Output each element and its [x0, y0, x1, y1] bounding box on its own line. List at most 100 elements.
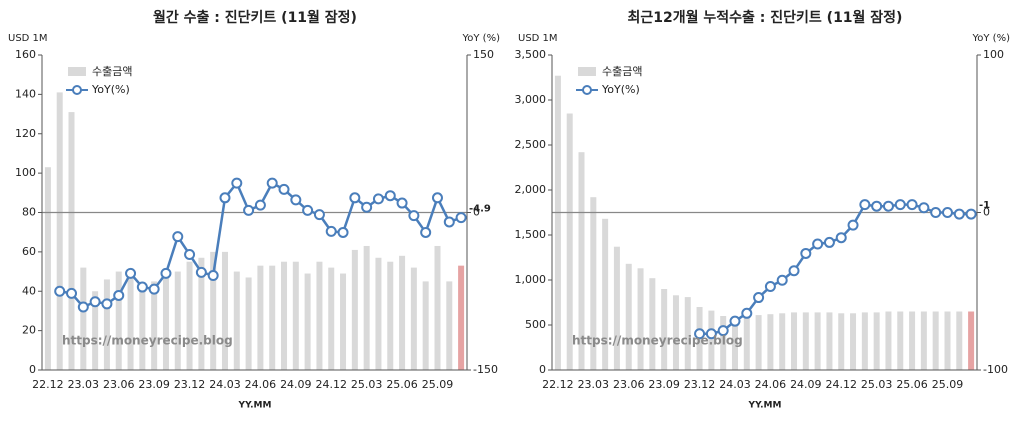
legend-marker: [582, 85, 592, 95]
x-tick-label: 24.12: [825, 378, 857, 391]
y-tick-label: 2,000: [515, 183, 547, 196]
bar: [115, 271, 122, 370]
bar: [56, 92, 63, 370]
yoy-point: [953, 208, 965, 220]
y-tick-label: 0: [29, 363, 36, 376]
yoy-point: [219, 192, 231, 204]
bar: [661, 289, 668, 370]
yoy-point: [420, 226, 432, 238]
x-axis-title: YY.MM: [748, 401, 782, 411]
bar: [269, 265, 276, 370]
y2-tick-label: 0: [473, 206, 480, 219]
bar: [245, 277, 252, 370]
yoy-point: [753, 292, 765, 304]
x-tick-label: 24.12: [315, 378, 347, 391]
bar: [221, 251, 228, 370]
bar: [602, 218, 609, 370]
bar: [672, 295, 679, 370]
yoy-point: [835, 232, 847, 244]
y-tick-label: 20: [22, 324, 36, 337]
yoy-point: [66, 287, 78, 299]
bar: [814, 312, 821, 370]
y2-tick-label: 0: [983, 206, 990, 219]
yoy-point: [443, 216, 455, 228]
bar: [446, 281, 453, 370]
yoy-point: [231, 177, 243, 189]
bar: [791, 312, 798, 370]
x-tick-label: 23.09: [648, 378, 680, 391]
x-tick-label: 25.06: [896, 378, 928, 391]
bar: [363, 245, 370, 370]
yoy-point: [313, 209, 325, 221]
bar: [885, 311, 892, 370]
x-axis-title: YY.MM: [238, 401, 272, 411]
yoy-point: [882, 200, 894, 212]
x-tick-label: 25.09: [422, 378, 454, 391]
bar: [590, 197, 597, 370]
bar: [613, 246, 620, 370]
x-tick-label: 23.09: [138, 378, 170, 391]
bar: [399, 255, 406, 370]
bar: [92, 291, 99, 370]
bar: [802, 312, 809, 370]
bar: [186, 261, 193, 370]
y-tick-label: 120: [15, 127, 36, 140]
bar: [554, 75, 561, 370]
yoy-point: [859, 199, 871, 211]
bar: [434, 245, 441, 370]
yoy-point: [741, 307, 753, 319]
bar: [162, 273, 169, 370]
legend-label: YoY(%): [91, 83, 130, 96]
yoy-point: [101, 298, 113, 310]
x-tick-label: 23.03: [578, 378, 610, 391]
bar: [932, 311, 939, 370]
yoy-point: [823, 236, 835, 248]
y2-tick-label: 150: [473, 48, 494, 61]
bar: [340, 273, 347, 370]
x-tick-label: 23.12: [174, 378, 206, 391]
yoy-point: [776, 274, 788, 286]
yoy-point: [243, 204, 255, 216]
yoy-point: [941, 207, 953, 218]
yoy-point: [764, 281, 776, 293]
yoy-point: [408, 210, 420, 222]
yoy-point: [705, 328, 717, 340]
yoy-point: [148, 283, 160, 295]
yoy-point: [431, 192, 443, 204]
y-tick-label: 3,500: [515, 48, 547, 61]
chart-title: 최근12개월 누적수출 : 진단키트 (11월 잠정): [628, 9, 903, 26]
y-axis-title: USD 1M: [518, 33, 558, 44]
yoy-point: [800, 247, 812, 259]
y-tick-label: 140: [15, 87, 36, 100]
bar: [103, 279, 110, 370]
x-tick-label: 23.06: [103, 378, 135, 391]
yoy-point: [906, 199, 918, 211]
bar: [826, 312, 833, 370]
bar: [410, 267, 417, 370]
yoy-point: [694, 328, 706, 340]
yoy-point: [125, 267, 137, 279]
yoy-point: [325, 225, 337, 237]
y-tick-label: 3,000: [515, 93, 547, 106]
x-tick-label: 22.12: [542, 378, 574, 391]
bar: [873, 312, 880, 370]
bar: [897, 311, 904, 370]
bar: [458, 265, 465, 370]
yoy-point: [337, 226, 349, 238]
bar: [210, 251, 217, 370]
yoy-point: [254, 199, 266, 211]
bar: [767, 314, 774, 370]
x-tick-label: 23.03: [68, 378, 100, 391]
legend-label: YoY(%): [601, 83, 640, 96]
yoy-point: [918, 202, 930, 214]
bar: [351, 249, 358, 370]
bar: [281, 261, 288, 370]
yoy-point: [184, 249, 196, 260]
bar: [720, 316, 727, 370]
yoy-point: [136, 281, 148, 293]
bar: [779, 313, 786, 370]
x-tick-label: 25.03: [351, 378, 383, 391]
yoy-point: [361, 201, 373, 213]
yoy-point: [54, 285, 66, 297]
